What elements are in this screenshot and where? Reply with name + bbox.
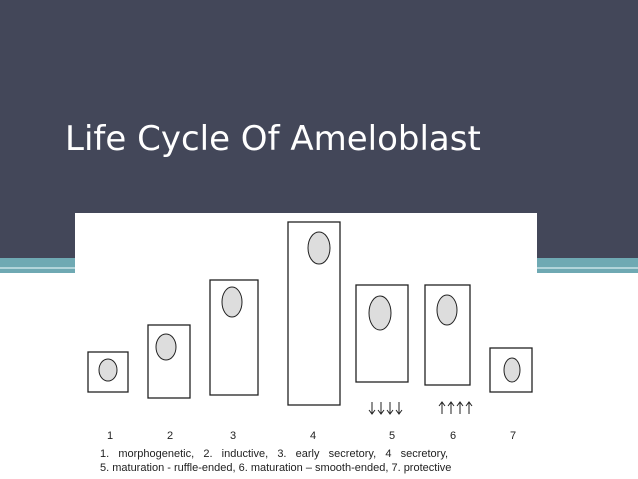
slide-title: Life Cycle Of Ameloblast [65, 119, 481, 159]
cell-drawings [87, 221, 533, 415]
caption-line: 1. morphogenetic, 2. inductive, 3. early… [100, 448, 448, 460]
stage-number: 7 [510, 430, 516, 442]
stage-number: 3 [230, 430, 236, 442]
caption-line: 5. maturation - ruffle-ended, 6. maturat… [100, 462, 451, 474]
stage-number: 4 [310, 430, 316, 442]
figure-box [75, 213, 537, 479]
stage-number: 1 [107, 430, 113, 442]
stage-number: 6 [450, 430, 456, 442]
stage-number: 2 [167, 430, 173, 442]
stage-number: 5 [389, 430, 395, 442]
